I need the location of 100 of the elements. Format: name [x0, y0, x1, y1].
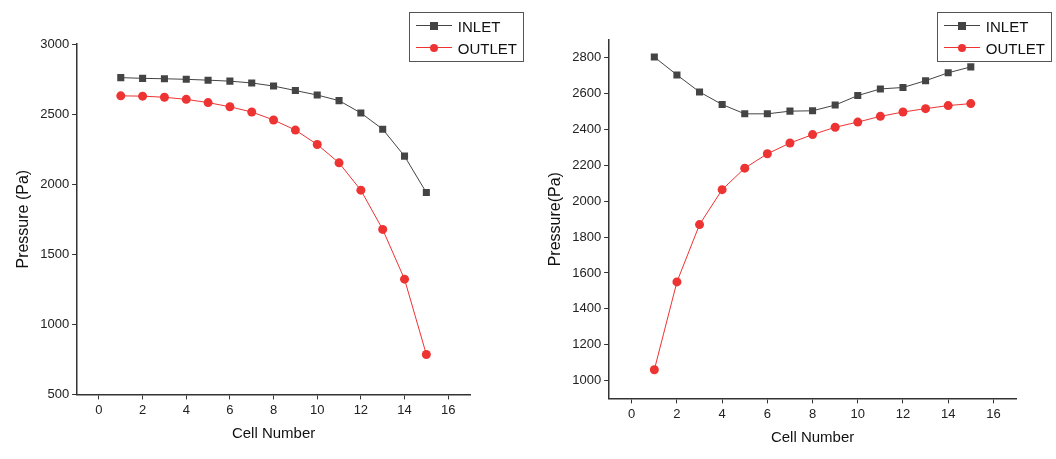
y-tick-label: 2400 [572, 121, 602, 137]
y-tick-label: 1400 [572, 300, 602, 316]
x-tick-label: 10 [309, 401, 325, 417]
y-tick-label: 2600 [572, 85, 602, 101]
point [225, 102, 235, 112]
point [875, 111, 885, 121]
point [876, 85, 884, 93]
point [117, 74, 125, 82]
point [182, 75, 190, 83]
legend-label: OUTLET [985, 39, 1045, 57]
y-tick-label: 1500 [40, 245, 70, 261]
y-tick-label: 2800 [572, 49, 602, 65]
point [204, 76, 212, 84]
x-tick-label: 12 [895, 405, 911, 421]
point [226, 77, 234, 85]
x-axis-title: Cell Number [231, 424, 316, 442]
x-tick-label: 16 [986, 405, 1001, 421]
y-tick-label: 1200 [572, 336, 602, 352]
x-tick-label: 10 [850, 405, 865, 421]
point [786, 107, 794, 115]
point [830, 122, 840, 132]
x-tick-label: 2 [673, 405, 681, 421]
point [379, 125, 387, 133]
x-tick-label: 4 [182, 401, 190, 417]
point [422, 189, 430, 197]
y-tick-label: 2500 [40, 105, 70, 121]
point [116, 91, 126, 101]
point [785, 138, 795, 148]
point [853, 117, 863, 127]
point [270, 82, 278, 90]
point [356, 185, 366, 195]
point [718, 100, 726, 109]
point [649, 365, 659, 375]
point [922, 77, 930, 85]
point [248, 79, 256, 87]
y-axis-title: Pressure(Pa) [546, 172, 564, 267]
point [203, 98, 213, 108]
point [181, 94, 191, 104]
point [334, 158, 344, 168]
point [809, 107, 817, 115]
point [740, 163, 750, 173]
point [139, 74, 147, 82]
x-tick-label: 16 [440, 401, 456, 417]
legend-label: INLET [985, 17, 1029, 35]
point [335, 97, 343, 105]
point [808, 130, 818, 140]
point [854, 92, 862, 100]
x-tick-label: 4 [718, 405, 726, 421]
point [967, 63, 975, 71]
point [269, 115, 279, 125]
point [921, 104, 931, 114]
point [357, 109, 365, 117]
point [695, 220, 705, 230]
point [291, 87, 299, 95]
y-tick-label: 1000 [40, 315, 70, 331]
legend-label: OUTLET [457, 39, 517, 57]
x-tick-label: 12 [353, 401, 369, 417]
point [966, 99, 976, 109]
point [247, 107, 257, 117]
x-tick-label: 2 [138, 401, 147, 417]
point [650, 53, 658, 61]
y-tick-label: 1000 [572, 372, 602, 388]
point [899, 83, 907, 92]
point [400, 274, 410, 284]
x-tick-label: 6 [763, 405, 771, 421]
y-tick-label: 2000 [40, 175, 70, 191]
point [138, 91, 148, 101]
point [763, 110, 771, 118]
point [741, 110, 749, 118]
legend-label: INLET [457, 17, 501, 35]
y-axis-title: Pressure (Pa) [14, 169, 32, 269]
point [378, 224, 388, 234]
point [943, 101, 953, 111]
point [290, 125, 300, 135]
y-tick-label: 1800 [572, 228, 602, 244]
point [400, 152, 409, 160]
y-tick-label: 500 [47, 385, 70, 401]
x-tick-label: 0 [628, 405, 636, 421]
x-tick-label: 6 [226, 401, 234, 417]
point [159, 92, 169, 102]
point [672, 277, 682, 287]
y-tick-label: 2200 [572, 157, 602, 173]
x-tick-label: 0 [95, 401, 103, 417]
x-tick-label: 14 [397, 401, 412, 417]
y-tick-label: 1600 [572, 264, 602, 280]
x-tick-label: 8 [269, 401, 278, 417]
point [673, 71, 681, 79]
point [717, 185, 727, 195]
x-tick-label: 8 [808, 405, 817, 421]
y-tick-label: 3000 [40, 35, 70, 51]
point [762, 149, 772, 159]
point [696, 88, 704, 96]
point [898, 107, 908, 117]
point [944, 69, 952, 77]
x-tick-label: 14 [940, 405, 956, 421]
point [313, 91, 321, 99]
point [312, 140, 322, 149]
point [831, 101, 839, 109]
point [160, 75, 168, 83]
point [421, 349, 431, 359]
